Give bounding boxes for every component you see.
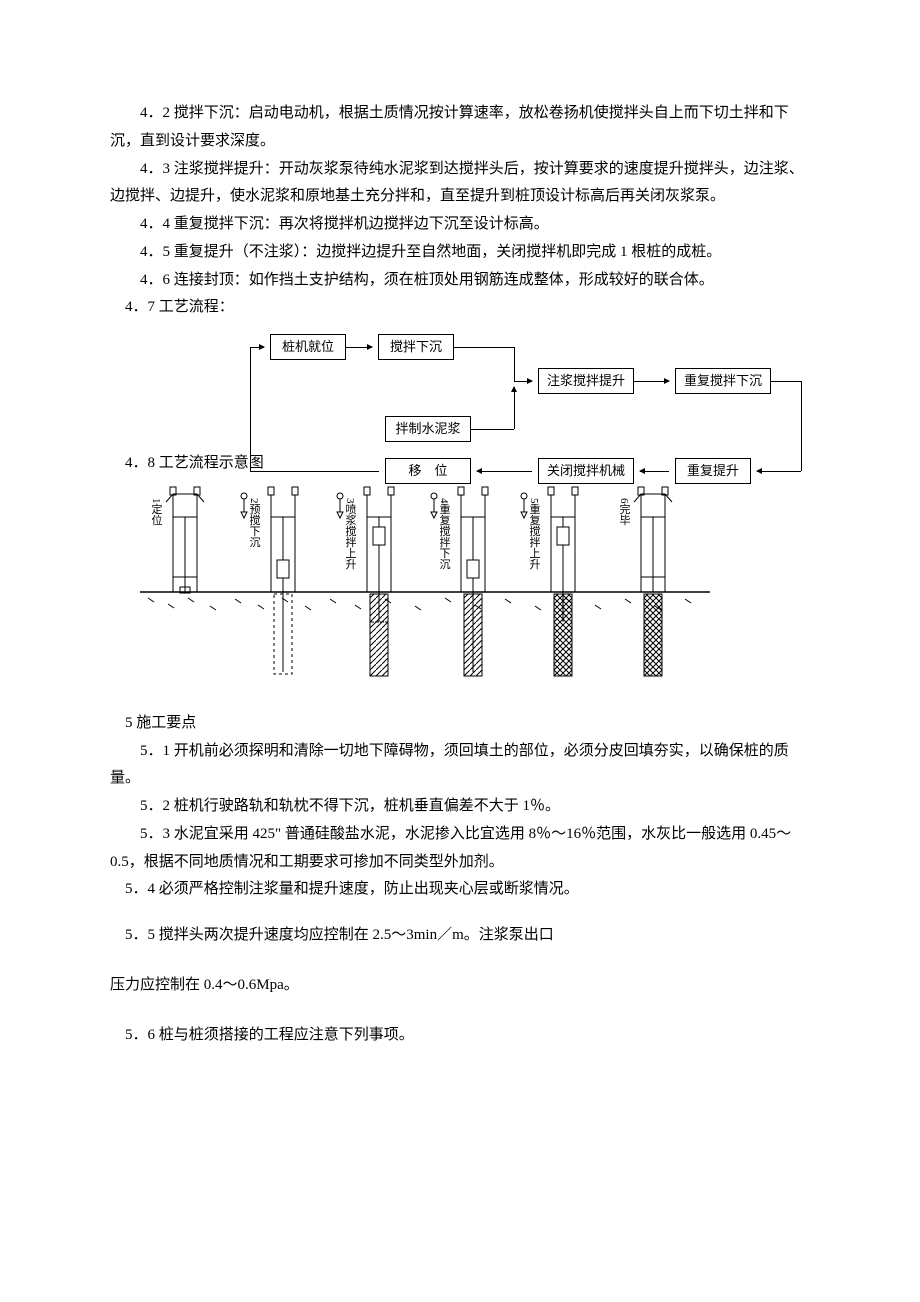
flow-box-remix-sink: 重复搅拌下沉 bbox=[675, 368, 771, 394]
flow-box-mix-sink: 搅拌下沉 bbox=[378, 334, 454, 360]
paragraph-5-5b: 压力应控制在 0.4～0.6Mpa。 bbox=[110, 972, 810, 1000]
paragraph-4-7: 4．7 工艺流程： bbox=[110, 294, 810, 322]
flow-line bbox=[514, 347, 515, 381]
flow-box-grout-lift: 注浆搅拌提升 bbox=[538, 368, 634, 394]
flow-line bbox=[801, 381, 802, 471]
paragraph-5-6: 5．6 桩与桩须搭接的工程应注意下列事项。 bbox=[110, 1022, 810, 1050]
paragraph-4-4: 4．4 重复搅拌下沉：再次将搅拌机边搅拌边下沉至设计标高。 bbox=[110, 211, 810, 239]
stage-label-5: 5重复搅拌上升 bbox=[528, 498, 541, 570]
paragraph-5-2: 5．2 桩机行驶路轨和轨枕不得下沉，桩机垂直偏差不大于 1％。 bbox=[110, 793, 810, 821]
paragraph-4-6: 4．6 连接封顶：如作挡土支护结构，须在桩顶处用钢筋连成整体，形成较好的联合体。 bbox=[110, 267, 810, 295]
stage-label-4: 4重复搅拌下沉 bbox=[438, 498, 451, 570]
flow-line bbox=[771, 381, 801, 382]
paragraph-4-2: 4．2 搅拌下沉：启动电动机，根据土质情况按计算速率，放松卷扬机使搅拌头自上而下… bbox=[110, 100, 810, 156]
paragraph-5-4: 5．4 必须严格控制注浆量和提升速度，防止出现夹心层或断浆情况。 bbox=[110, 876, 810, 904]
paragraph-4-5: 4．5 重复提升（不注浆）：边搅拌边提升至自然地面，关闭搅拌机即完成 1 根桩的… bbox=[110, 239, 810, 267]
paragraph-5-5: 5．5 搅拌头两次提升速度均应控制在 2.5～3min／m。注浆泵出口 bbox=[110, 922, 810, 950]
flow-line bbox=[250, 347, 251, 471]
process-svg: 1定位 2预搅下沉 3喷浆搅拌上升 4重复搅拌下沉 5重复搅拌上升 6完毕 bbox=[140, 472, 740, 702]
stage-label-1: 1定位 bbox=[150, 498, 163, 526]
flow-box-position: 桩机就位 bbox=[270, 334, 346, 360]
flow-arrow bbox=[514, 381, 532, 382]
paragraph-5: 5 施工要点 bbox=[110, 710, 810, 738]
process-schematic: 1定位 2预搅下沉 3喷浆搅拌上升 4重复搅拌下沉 5重复搅拌上升 6完毕 bbox=[140, 472, 740, 702]
stage-label-3: 3喷浆搅拌上升 bbox=[344, 498, 357, 570]
flow-line bbox=[454, 347, 514, 348]
paragraph-5-1: 5．1 开机前必须探明和清除一切地下障碍物，须回填土的部位，必须分皮回填夯实，以… bbox=[110, 738, 810, 794]
flow-arrow bbox=[634, 381, 669, 382]
process-flowchart: 桩机就位 搅拌下沉 注浆搅拌提升 重复搅拌下沉 拌制水泥浆 移 位 关闭搅拌机械… bbox=[180, 326, 820, 486]
flow-arrow bbox=[757, 471, 801, 472]
flow-arrow bbox=[514, 387, 515, 429]
flow-box-mix-cement: 拌制水泥浆 bbox=[385, 416, 471, 442]
paragraph-4-3: 4．3 注浆搅拌提升：开动灰浆泵待纯水泥浆到达搅拌头后，按计算要求的速度提升搅拌… bbox=[110, 156, 810, 212]
stage-label-2: 2预搅下沉 bbox=[248, 498, 261, 548]
flow-arrow bbox=[346, 347, 372, 348]
flow-line bbox=[471, 429, 514, 430]
paragraph-5-3: 5．3 水泥宜采用 425" 普通硅酸盐水泥，水泥掺入比宜选用 8％～16％范围… bbox=[110, 821, 810, 877]
flow-arrow bbox=[250, 347, 264, 348]
stage-label-6: 6完毕 bbox=[618, 498, 631, 526]
